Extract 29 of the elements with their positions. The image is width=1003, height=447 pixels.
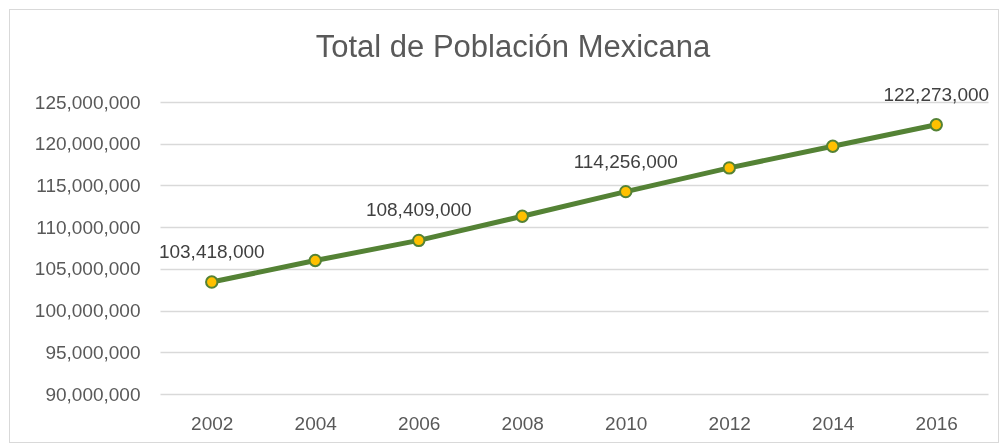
data-label: 114,256,000 (573, 150, 678, 172)
y-tick-label: 115,000,000 (36, 174, 141, 196)
y-tick-label: 95,000,000 (45, 341, 141, 363)
y-tick-label: 90,000,000 (45, 383, 141, 405)
y-tick-label: 100,000,000 (34, 300, 141, 322)
y-tick-label: 110,000,000 (36, 216, 141, 238)
point (515, 209, 529, 223)
point (722, 161, 736, 175)
point (826, 139, 840, 153)
data-label: 122,273,000 (883, 83, 990, 105)
x-tick-label: 2002 (191, 412, 234, 434)
point (205, 275, 219, 289)
point (412, 233, 426, 248)
x-tick-label: 2008 (501, 412, 544, 434)
point (619, 184, 633, 199)
x-tick-label: 2010 (605, 412, 648, 434)
y-tick-label: 120,000,000 (34, 133, 141, 155)
data-label: 108,409,000 (365, 199, 472, 221)
point (308, 253, 322, 268)
x-tick-label: 2016 (915, 412, 958, 434)
x-tick-label: 2012 (708, 412, 751, 434)
x-tick-label: 2004 (294, 412, 338, 434)
data-label: 103,418,000 (158, 241, 265, 263)
chart-title: Total de Población Mexicana (315, 28, 712, 64)
y-tick-label: 125,000,000 (34, 91, 141, 113)
y-tick-label: 105,000,000 (34, 258, 141, 280)
x-tick-label: 2006 (398, 412, 441, 434)
x-tick-label: 2014 (812, 412, 855, 434)
point (929, 118, 943, 132)
